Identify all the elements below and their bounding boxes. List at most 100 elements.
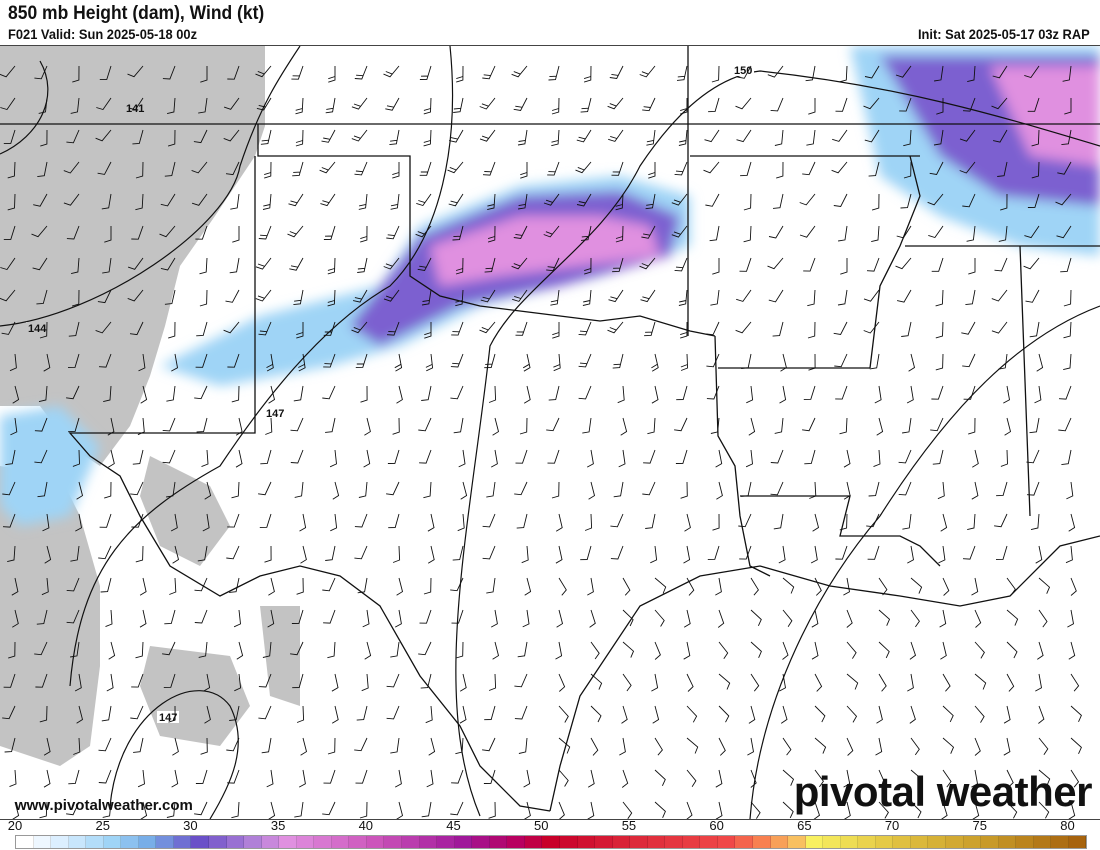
wind-barb [962,97,976,112]
wind-barb [226,545,240,560]
wind-barb [934,65,944,82]
wind-barb [227,353,240,368]
wind-barb [843,481,851,500]
wind-barb [1063,289,1072,307]
wind-barb [646,129,656,146]
wind-barb [686,801,693,819]
wind-barb [2,513,16,528]
wind-barb [225,161,240,176]
wind-barb [479,129,496,142]
wind-barb [715,449,723,468]
wind-barb [363,449,371,468]
wind-barb [70,641,80,658]
wind-barb [102,257,112,274]
website-url[interactable]: www.pivotalweather.com [15,797,193,814]
wind-barb [129,321,144,336]
wind-barb [863,321,880,334]
wind-barb [12,801,20,819]
wind-barb [1025,289,1040,303]
wind-barb [839,513,848,531]
wind-barb [75,513,83,532]
wind-barb [967,65,976,83]
wind-barb [929,161,944,176]
wind-barb [1003,385,1011,404]
wind-barb [803,385,816,400]
colorbar-swatch [963,836,982,848]
wind-barb [458,449,466,468]
wind-barb [323,609,336,624]
wind-barb [452,225,464,241]
wind-barb [705,193,720,207]
wind-barb [806,129,816,146]
wind-barb [994,257,1008,272]
map-title: 850 mb Height (dam), Wind (kt) [8,3,265,24]
wind-barb [166,481,176,498]
wind-barb [204,481,212,500]
contour-label: 147 [159,712,177,724]
wind-barb [895,65,912,78]
wind-barb [11,577,19,596]
wind-barb [1024,225,1040,239]
wind-barb [389,129,400,146]
weather-map[interactable]: 141 144 147 150 147 [0,45,1100,820]
wind-barb [95,321,112,334]
wind-barb [652,705,660,724]
wind-barb [325,97,336,114]
wind-barb [935,353,944,371]
wind-barb [135,161,144,179]
wind-barb [578,353,592,368]
wind-barb [227,513,240,528]
wind-barb [172,545,180,564]
colorbar-swatch [419,836,438,848]
wind-barb [194,385,208,400]
wind-barb [68,321,80,337]
wind-barb [1038,769,1051,786]
colorbar-swatch [910,836,929,848]
wind-barb [480,289,496,303]
wind-barb [390,737,400,754]
wind-barb [479,97,496,110]
wind-barb [938,545,946,564]
wind-barb [578,385,592,400]
wind-barb [741,481,752,497]
wind-barb [908,353,916,372]
wind-barb [167,129,176,147]
wind-barb [750,609,762,626]
wind-barb [3,673,16,688]
wind-barb [357,577,368,594]
wind-barb [7,193,16,211]
wind-barb [421,801,432,818]
wind-barb [225,289,240,303]
wind-barb [715,801,723,819]
wind-barb [543,193,560,206]
wind-barb [66,801,80,816]
colorbar-tick-label: 20 [7,818,23,833]
wind-barb [107,417,115,436]
wind-barb [654,577,667,594]
wind-barb [231,801,240,819]
wind-barb [523,385,531,404]
wind-barb [513,97,528,112]
wind-barb [524,801,531,819]
wind-barb [492,641,500,660]
wind-barb [610,513,624,528]
wind-barb [34,449,48,464]
wind-barb [100,577,112,593]
wind-barb [932,449,944,465]
wind-barb [101,193,112,210]
wind-barb [418,417,432,432]
wind-barb [686,673,694,692]
wind-barb [704,129,720,143]
wind-barb [846,609,853,628]
wind-barb [484,705,496,721]
wind-barb [70,257,80,275]
wind-barb [814,737,827,754]
wind-barb [166,801,176,818]
wind-barb [972,801,980,819]
wind-barb [864,65,880,79]
wind-barb [812,513,820,532]
wind-barb [1000,449,1008,467]
colorbar-swatch [612,836,631,848]
wind-barb [552,322,560,339]
wind-barb [968,417,976,435]
